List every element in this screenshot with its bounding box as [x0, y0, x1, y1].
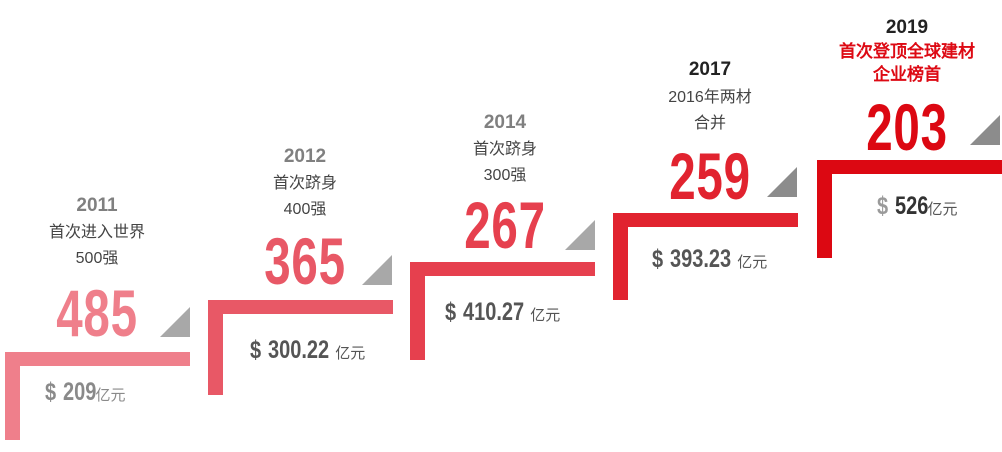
step-description-line2: 500强: [75, 250, 119, 267]
triangle-icon: [362, 255, 392, 285]
revenue-unit: 亿元: [737, 254, 768, 271]
step-rank: 365: [264, 224, 346, 298]
step-bar-horizontal: [613, 213, 798, 227]
step-bar-horizontal: [410, 262, 595, 276]
step-rank: 203: [866, 90, 948, 164]
step-revenue: $ 410.27 亿元: [445, 298, 560, 327]
step-revenue: $ 393.23 亿元: [652, 245, 767, 274]
step-description-line1: 首次进入世界: [48, 224, 145, 241]
step-year: 2014: [483, 112, 527, 133]
step-description-line1: 首次跻身: [472, 141, 537, 158]
revenue-value: 393.23: [670, 245, 732, 273]
step-description: 首次跻身 300强: [405, 137, 605, 189]
step-bar-vertical: [410, 262, 425, 360]
step-description-line2: 400强: [283, 201, 327, 218]
step-description-line1: 首次跻身: [272, 175, 337, 192]
triangle-icon: [160, 307, 190, 337]
step-rank: 267: [464, 188, 546, 262]
step-description-line2: 企业榜首: [873, 65, 941, 84]
step-description-line2: 300强: [483, 167, 527, 184]
step-year: 2017: [688, 59, 732, 80]
revenue-unit: 亿元: [95, 387, 126, 404]
step-description: 首次登顶全球建材 企业榜首: [807, 40, 1002, 86]
step-bar-vertical: [208, 300, 223, 395]
step-revenue: $ 209 亿元: [45, 378, 126, 407]
revenue-value: 209: [63, 378, 97, 406]
step-description: 首次跻身 400强: [205, 171, 405, 223]
currency-symbol: $: [445, 298, 457, 326]
step-bar-horizontal: [5, 352, 190, 366]
step-year: 2012: [283, 146, 327, 167]
revenue-unit: 亿元: [335, 345, 366, 362]
step-bar-horizontal: [208, 300, 393, 314]
revenue-value: 300.22: [268, 336, 330, 364]
step-rank: 259: [669, 139, 751, 213]
step-rank: 485: [56, 276, 138, 350]
step-description-line2: 合并: [693, 115, 726, 132]
currency-symbol: $: [250, 336, 262, 364]
triangle-icon: [565, 220, 595, 250]
revenue-unit: 亿元: [530, 307, 561, 324]
step-description: 首次进入世界 500强: [0, 220, 197, 272]
step-description-line1: 首次登顶全球建材: [839, 42, 975, 61]
triangle-icon: [970, 115, 1000, 145]
step-bar-vertical: [817, 160, 832, 258]
step-bar-vertical: [5, 352, 20, 440]
triangle-icon: [767, 167, 797, 197]
currency-symbol: $: [877, 192, 889, 220]
step-year: 2011: [76, 195, 118, 216]
step-year: 2019: [885, 17, 929, 38]
step-description: 2016年两材 合并: [610, 85, 810, 137]
revenue-unit: 亿元: [927, 201, 958, 218]
step-description-line1: 2016年两材: [668, 89, 752, 106]
step-revenue: $ 300.22 亿元: [250, 336, 365, 365]
currency-symbol: $: [652, 245, 664, 273]
revenue-value: 410.27: [463, 298, 525, 326]
step-bar-horizontal: [817, 160, 1002, 174]
revenue-value: 526: [895, 192, 929, 220]
step-bar-vertical: [613, 213, 628, 300]
currency-symbol: $: [45, 378, 57, 406]
step-revenue: $ 526 亿元: [877, 192, 958, 221]
